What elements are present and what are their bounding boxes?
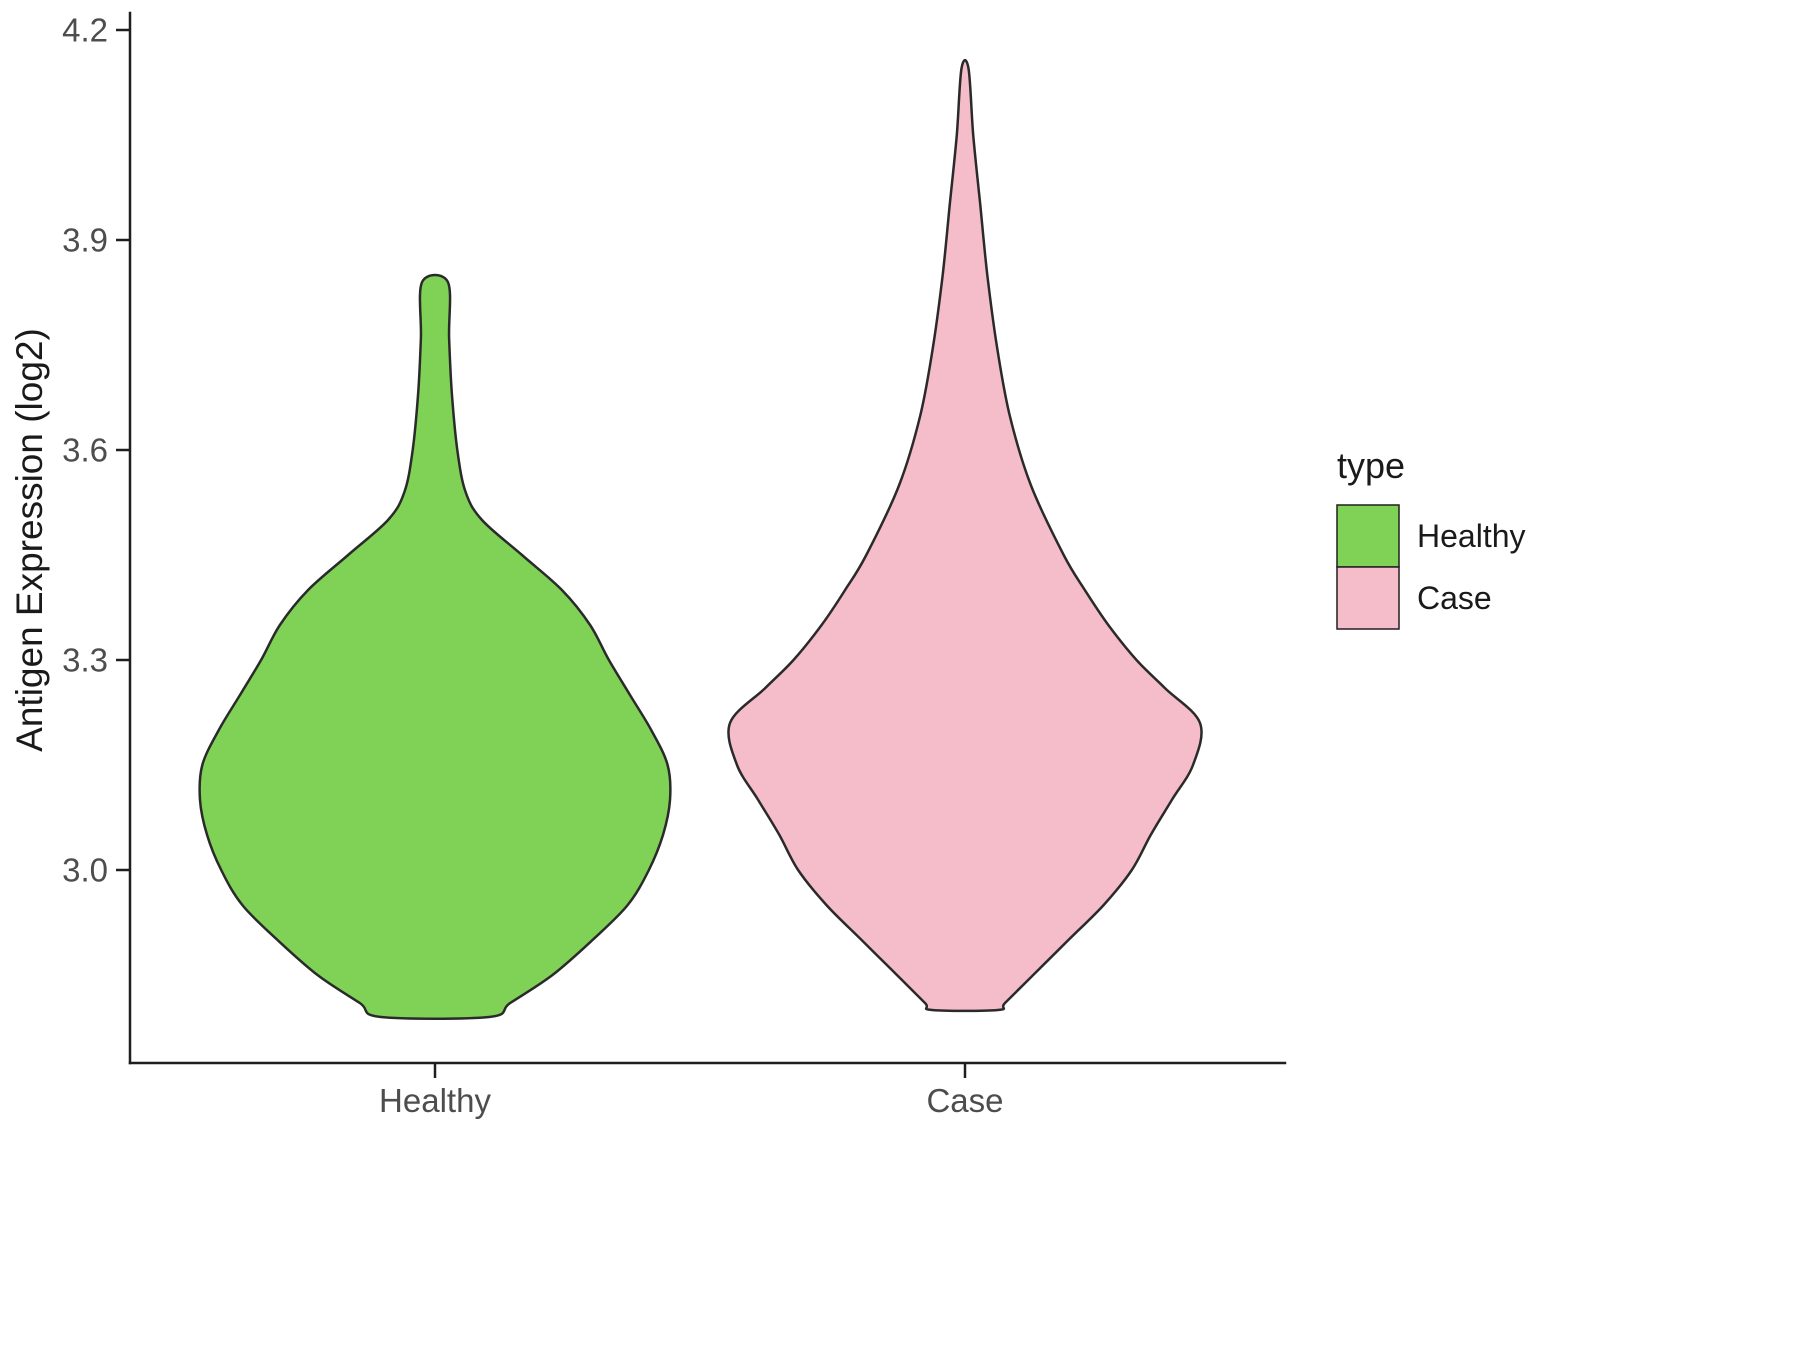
legend-label-healthy: Healthy xyxy=(1417,518,1526,554)
y-tick-label: 3.3 xyxy=(62,642,108,679)
legend-key-healthy xyxy=(1336,504,1400,568)
legend-key-case xyxy=(1336,566,1400,630)
legend-title: type xyxy=(1337,445,1405,486)
legend-label-case: Case xyxy=(1417,580,1492,616)
violins-layer xyxy=(198,58,1203,1020)
violin-case xyxy=(727,58,1203,1013)
y-tick-label: 3.9 xyxy=(62,222,108,259)
y-tick-label: 3.6 xyxy=(62,432,108,469)
violin-healthy xyxy=(198,273,672,1020)
y-axis-title: Antigen Expression (log2) xyxy=(9,328,50,752)
x-category-label-healthy: Healthy xyxy=(379,1082,491,1119)
x-category-label-case: Case xyxy=(926,1082,1003,1119)
y-tick-label: 3.0 xyxy=(62,852,108,889)
y-tick-label: 4.2 xyxy=(62,12,108,49)
legend: type Healthy Case xyxy=(1336,445,1526,630)
